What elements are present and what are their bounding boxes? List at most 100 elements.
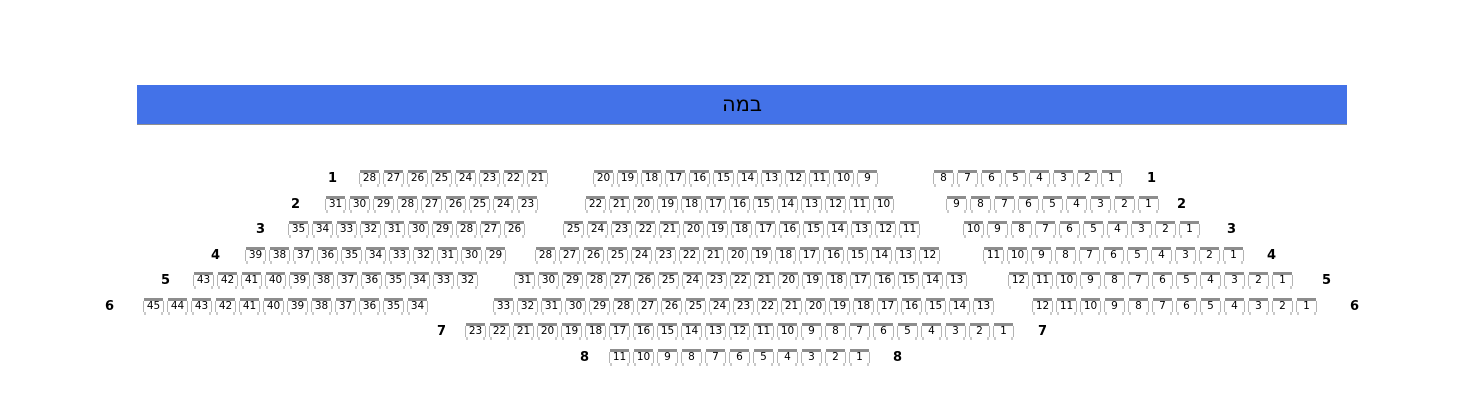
seat-3-13[interactable]: 13 bbox=[851, 221, 872, 238]
seat-4-20[interactable]: 20 bbox=[727, 247, 748, 264]
seat-5-20[interactable]: 20 bbox=[778, 272, 799, 289]
seat-1-23[interactable]: 23 bbox=[479, 170, 500, 187]
seat-5-16[interactable]: 16 bbox=[874, 272, 895, 289]
seat-3-12[interactable]: 12 bbox=[875, 221, 896, 238]
seat-3-8[interactable]: 8 bbox=[1011, 221, 1032, 238]
seat-6-30[interactable]: 30 bbox=[565, 298, 586, 315]
seat-5-21[interactable]: 21 bbox=[754, 272, 775, 289]
seat-6-45[interactable]: 45 bbox=[143, 298, 164, 315]
seat-4-35[interactable]: 35 bbox=[341, 247, 362, 264]
seat-4-15[interactable]: 15 bbox=[847, 247, 868, 264]
seat-2-25[interactable]: 25 bbox=[469, 196, 490, 213]
seat-5-24[interactable]: 24 bbox=[682, 272, 703, 289]
seat-5-32[interactable]: 32 bbox=[457, 272, 478, 289]
seat-6-24[interactable]: 24 bbox=[709, 298, 730, 315]
seat-3-17[interactable]: 17 bbox=[755, 221, 776, 238]
seat-2-27[interactable]: 27 bbox=[421, 196, 442, 213]
seat-1-14[interactable]: 14 bbox=[737, 170, 758, 187]
seat-8-1[interactable]: 1 bbox=[849, 349, 870, 366]
seat-3-28[interactable]: 28 bbox=[456, 221, 477, 238]
seat-4-38[interactable]: 38 bbox=[269, 247, 290, 264]
seat-1-7[interactable]: 7 bbox=[957, 170, 978, 187]
seat-5-31[interactable]: 31 bbox=[514, 272, 535, 289]
seat-4-17[interactable]: 17 bbox=[799, 247, 820, 264]
seat-5-4[interactable]: 4 bbox=[1200, 272, 1221, 289]
seat-1-3[interactable]: 3 bbox=[1053, 170, 1074, 187]
seat-3-31[interactable]: 31 bbox=[384, 221, 405, 238]
seat-3-6[interactable]: 6 bbox=[1059, 221, 1080, 238]
seat-3-30[interactable]: 30 bbox=[408, 221, 429, 238]
seat-2-13[interactable]: 13 bbox=[801, 196, 822, 213]
seat-7-12[interactable]: 12 bbox=[729, 323, 750, 340]
seat-5-12[interactable]: 12 bbox=[1008, 272, 1029, 289]
seat-6-29[interactable]: 29 bbox=[589, 298, 610, 315]
seat-6-3[interactable]: 3 bbox=[1248, 298, 1269, 315]
seat-3-7[interactable]: 7 bbox=[1035, 221, 1056, 238]
seat-4-29[interactable]: 29 bbox=[485, 247, 506, 264]
seat-3-4[interactable]: 4 bbox=[1107, 221, 1128, 238]
seat-4-10[interactable]: 10 bbox=[1007, 247, 1028, 264]
seat-5-34[interactable]: 34 bbox=[409, 272, 430, 289]
seat-1-5[interactable]: 5 bbox=[1005, 170, 1026, 187]
seat-6-11[interactable]: 11 bbox=[1056, 298, 1077, 315]
seat-7-3[interactable]: 3 bbox=[945, 323, 966, 340]
seat-5-1[interactable]: 1 bbox=[1272, 272, 1293, 289]
seat-5-33[interactable]: 33 bbox=[433, 272, 454, 289]
seat-1-22[interactable]: 22 bbox=[503, 170, 524, 187]
seat-7-2[interactable]: 2 bbox=[969, 323, 990, 340]
seat-4-39[interactable]: 39 bbox=[245, 247, 266, 264]
seat-8-9[interactable]: 9 bbox=[657, 349, 678, 366]
seat-7-21[interactable]: 21 bbox=[513, 323, 534, 340]
seat-1-19[interactable]: 19 bbox=[617, 170, 638, 187]
seat-3-11[interactable]: 11 bbox=[899, 221, 920, 238]
seat-1-24[interactable]: 24 bbox=[455, 170, 476, 187]
seat-3-26[interactable]: 26 bbox=[504, 221, 525, 238]
seat-1-9[interactable]: 9 bbox=[857, 170, 878, 187]
seat-6-13[interactable]: 13 bbox=[973, 298, 994, 315]
seat-1-1[interactable]: 1 bbox=[1101, 170, 1122, 187]
seat-3-25[interactable]: 25 bbox=[563, 221, 584, 238]
seat-5-28[interactable]: 28 bbox=[586, 272, 607, 289]
seat-6-26[interactable]: 26 bbox=[661, 298, 682, 315]
seat-6-37[interactable]: 37 bbox=[335, 298, 356, 315]
seat-4-25[interactable]: 25 bbox=[607, 247, 628, 264]
seat-6-23[interactable]: 23 bbox=[733, 298, 754, 315]
seat-2-20[interactable]: 20 bbox=[633, 196, 654, 213]
seat-6-10[interactable]: 10 bbox=[1080, 298, 1101, 315]
seat-2-2[interactable]: 2 bbox=[1114, 196, 1135, 213]
seat-4-26[interactable]: 26 bbox=[583, 247, 604, 264]
seat-7-5[interactable]: 5 bbox=[897, 323, 918, 340]
seat-6-5[interactable]: 5 bbox=[1200, 298, 1221, 315]
seat-7-15[interactable]: 15 bbox=[657, 323, 678, 340]
seat-3-18[interactable]: 18 bbox=[731, 221, 752, 238]
seat-2-18[interactable]: 18 bbox=[681, 196, 702, 213]
seat-7-4[interactable]: 4 bbox=[921, 323, 942, 340]
seat-1-6[interactable]: 6 bbox=[981, 170, 1002, 187]
seat-4-8[interactable]: 8 bbox=[1055, 247, 1076, 264]
seat-3-19[interactable]: 19 bbox=[707, 221, 728, 238]
seat-5-36[interactable]: 36 bbox=[361, 272, 382, 289]
seat-1-26[interactable]: 26 bbox=[407, 170, 428, 187]
seat-3-32[interactable]: 32 bbox=[360, 221, 381, 238]
seat-6-43[interactable]: 43 bbox=[191, 298, 212, 315]
seat-4-12[interactable]: 12 bbox=[919, 247, 940, 264]
seat-2-9[interactable]: 9 bbox=[946, 196, 967, 213]
seat-6-39[interactable]: 39 bbox=[287, 298, 308, 315]
seat-6-8[interactable]: 8 bbox=[1128, 298, 1149, 315]
seat-7-1[interactable]: 1 bbox=[993, 323, 1014, 340]
seat-4-19[interactable]: 19 bbox=[751, 247, 772, 264]
seat-6-27[interactable]: 27 bbox=[637, 298, 658, 315]
seat-1-8[interactable]: 8 bbox=[933, 170, 954, 187]
seat-7-13[interactable]: 13 bbox=[705, 323, 726, 340]
seat-5-26[interactable]: 26 bbox=[634, 272, 655, 289]
seat-7-20[interactable]: 20 bbox=[537, 323, 558, 340]
seat-3-15[interactable]: 15 bbox=[803, 221, 824, 238]
seat-5-38[interactable]: 38 bbox=[313, 272, 334, 289]
seat-6-32[interactable]: 32 bbox=[517, 298, 538, 315]
seat-4-5[interactable]: 5 bbox=[1127, 247, 1148, 264]
seat-5-43[interactable]: 43 bbox=[193, 272, 214, 289]
seat-6-2[interactable]: 2 bbox=[1272, 298, 1293, 315]
seat-5-6[interactable]: 6 bbox=[1152, 272, 1173, 289]
seat-6-35[interactable]: 35 bbox=[383, 298, 404, 315]
seat-8-6[interactable]: 6 bbox=[729, 349, 750, 366]
